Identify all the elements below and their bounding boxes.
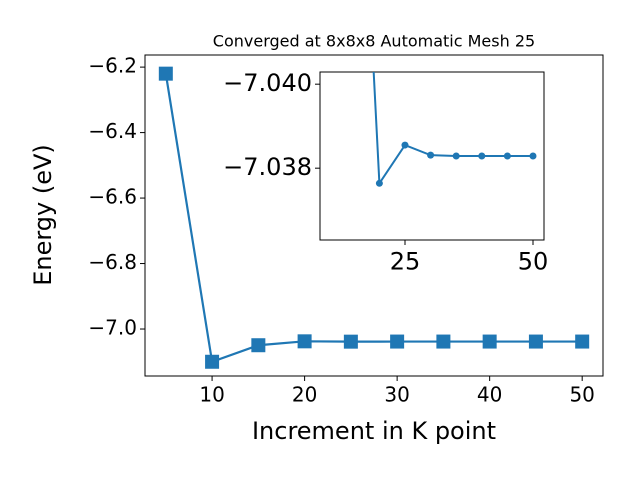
marker <box>297 334 312 349</box>
x-tick-label: 30 <box>384 383 409 407</box>
marker <box>427 151 435 159</box>
series-line <box>164 73 583 364</box>
y-tick-label: −6.8 <box>88 250 137 274</box>
y-tick-label: −6.4 <box>88 119 137 143</box>
marker <box>529 152 537 160</box>
y-tick-label: −6.6 <box>88 185 137 209</box>
marker <box>478 152 486 160</box>
marker <box>158 66 173 81</box>
x-tick-label: 25 <box>390 247 421 275</box>
marker <box>575 334 590 349</box>
plot-layer <box>372 72 537 187</box>
marker <box>401 141 409 149</box>
chart-title: Converged at 8x8x8 Automatic Mesh 25 <box>213 32 535 51</box>
marker <box>205 354 220 369</box>
y-tick-label: −7.038 <box>223 153 312 181</box>
x-tick-label: 40 <box>477 383 502 407</box>
marker <box>503 152 511 160</box>
x-tick-label: 20 <box>292 383 317 407</box>
plot-layer <box>158 66 590 369</box>
x-tick-label: 10 <box>199 383 224 407</box>
marker <box>251 338 266 353</box>
marker <box>482 334 497 349</box>
marker <box>436 334 451 349</box>
marker <box>528 334 543 349</box>
x-tick-label: 50 <box>518 247 549 275</box>
y-tick-label: −7.0 <box>88 316 137 340</box>
marker <box>452 152 460 160</box>
series-line <box>372 72 533 187</box>
y-tick-label: −7.040 <box>223 69 312 97</box>
x-axis-label: Increment in K point <box>252 417 496 445</box>
x-tick-label: 50 <box>569 383 594 407</box>
marker <box>343 334 358 349</box>
marker <box>390 334 405 349</box>
y-tick-label: −6.2 <box>88 54 137 78</box>
marker <box>375 179 383 187</box>
y-axis-label: Energy (eV) <box>29 144 57 286</box>
